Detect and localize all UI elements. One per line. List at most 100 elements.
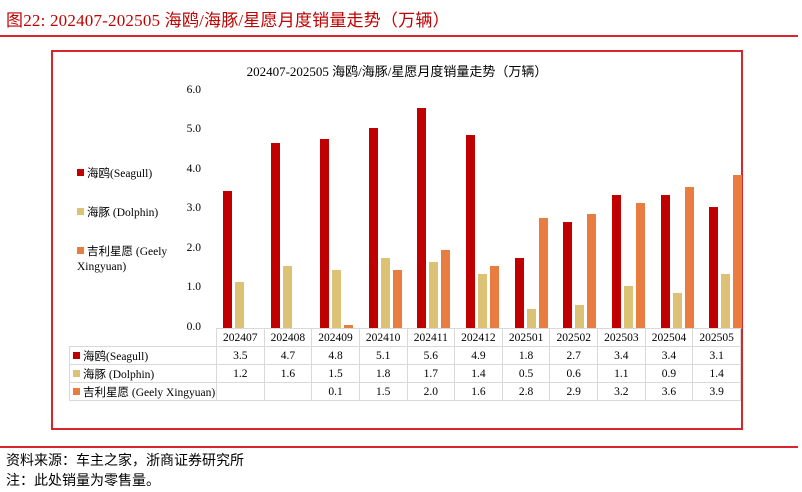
bar-xingyuan	[392, 269, 402, 329]
bar-seagull	[709, 206, 719, 329]
table-cell: 1.1	[597, 364, 646, 383]
table-cell: 1.4	[454, 364, 503, 383]
data-table: 202407 202408 202409 202410 202411 202412 2025…	[69, 328, 741, 401]
legend-item-xingyuan: 吉利星愿 (Geely Xingyuan)	[77, 246, 168, 273]
bottom-rule	[0, 446, 798, 448]
legend-swatch-seagull	[77, 169, 84, 176]
table-cell: 1.6	[454, 382, 503, 401]
table-cell: 1.8	[358, 364, 408, 383]
bar-seagull	[320, 139, 330, 329]
bar-dolphin	[283, 265, 293, 329]
table-cell: 3.1	[692, 346, 741, 365]
table-row-seagull: 海鸥(Seagull) 3.5 4.7 4.8 5.1 5.6 4.9 1.8 2.7 3.4 3.…	[69, 346, 741, 365]
bar-dolphin	[234, 281, 244, 329]
category-label: 202503	[597, 328, 646, 347]
bar-seagull	[514, 257, 524, 329]
table-cell: 3.2	[597, 382, 646, 401]
bar-xingyuan	[344, 325, 354, 329]
swatch-dolphin	[73, 369, 80, 377]
bar-xingyuan	[587, 214, 597, 329]
bar-dolphin	[380, 257, 390, 329]
table-cell: 3.4	[597, 346, 646, 365]
bar-dolphin	[526, 309, 536, 329]
bar-xingyuan	[635, 202, 645, 329]
category-label: 202408	[263, 328, 313, 347]
bar-dolphin	[623, 285, 633, 329]
table-row-dolphin: 海豚 (Dolphin) 1.2 1.6 1.5 1.8 1.7 1.4 0.5 0.6 1.1 0…	[69, 364, 741, 383]
table-cell: 3.4	[644, 346, 694, 365]
table-cell: 2.0	[406, 382, 456, 401]
legend-swatch-dolphin	[77, 208, 84, 215]
chart-frame: 202407-202505 海鸥/海豚/星愿月度销量走势（万辆） 6.0 5.0…	[51, 50, 743, 430]
category-label: 202501	[501, 328, 551, 347]
table-cell: 2.7	[549, 346, 599, 365]
bar-dolphin	[429, 261, 439, 329]
bar-dolphin	[478, 273, 487, 329]
plot-area	[215, 52, 750, 329]
row-label: 海豚 (Dolphin)	[69, 364, 217, 383]
chart-title: 202407-202505 海鸥/海豚/星愿月度销量走势（万辆）	[246, 64, 548, 79]
y-tick: 1.0	[186, 281, 201, 293]
y-tick: 6.0	[186, 84, 201, 96]
bar-seagull	[368, 127, 378, 329]
table-cell: 1.5	[311, 364, 360, 383]
category-label: 202502	[549, 328, 599, 347]
bar-dolphin	[672, 293, 682, 329]
table-cell: 3.5	[215, 346, 265, 365]
table-corner	[69, 328, 217, 347]
top-rule	[0, 35, 798, 37]
table-cell: 2.9	[549, 382, 599, 401]
footnote: 注：此处销量为零售量。	[6, 474, 160, 489]
bar-seagull	[466, 135, 475, 329]
category-label: 202412	[454, 328, 503, 347]
table-cell: 3.6	[644, 382, 694, 401]
bar-seagull	[222, 190, 232, 329]
bar-xingyuan	[684, 186, 694, 329]
table-cell	[215, 382, 265, 401]
y-tick: 3.0	[186, 202, 201, 214]
table-cell: 0.6	[549, 364, 599, 383]
bar-seagull	[417, 107, 427, 329]
bar-xingyuan	[490, 265, 499, 329]
bar-xingyuan	[441, 250, 451, 329]
y-tick: 5.0	[186, 123, 201, 135]
bar-xingyuan	[538, 218, 548, 329]
table-cell: 2.8	[501, 382, 551, 401]
row-label: 吉利星愿 (Geely Xingyuan)	[69, 382, 217, 401]
table-cell: 1.4	[692, 364, 741, 383]
bar-dolphin	[721, 273, 731, 329]
legend-swatch-xingyuan	[77, 247, 84, 254]
table-cell: 1.6	[263, 364, 313, 383]
swatch-seagull	[73, 351, 80, 359]
category-label: 202411	[406, 328, 456, 347]
bar-seagull	[563, 222, 573, 329]
table-row-xingyuan: 吉利星愿 (Geely Xingyuan) 0.1 1.5 2.0 1.6 2.8 2.9 3…	[69, 382, 741, 401]
bar-dolphin	[575, 305, 585, 329]
table-cell: 3.9	[692, 382, 741, 401]
table-cell: 0.5	[501, 364, 551, 383]
category-label: 202410	[358, 328, 408, 347]
table-cell: 1.8	[501, 346, 551, 365]
table-cell: 4.8	[311, 346, 360, 365]
table-cell: 0.1	[311, 382, 360, 401]
figure-title: 图22: 202407-202505 海鸥/海豚/星愿月度销量走势（万辆）	[6, 11, 450, 30]
bar-dolphin	[332, 269, 342, 329]
table-cell: 0.9	[644, 364, 694, 383]
bar-seagull	[271, 143, 281, 329]
swatch-xingyuan	[73, 387, 80, 395]
table-cell: 1.2	[215, 364, 265, 383]
y-tick: 2.0	[186, 242, 201, 254]
category-label: 202505	[692, 328, 741, 347]
bar-xingyuan	[733, 174, 743, 329]
row-label: 海鸥(Seagull)	[69, 346, 217, 365]
category-label: 202504	[644, 328, 694, 347]
table-cell: 1.7	[406, 364, 456, 383]
source-note: 资料来源：车主之家，浙商证券研究所	[6, 454, 244, 469]
table-cell: 4.9	[454, 346, 503, 365]
table-cell: 5.6	[406, 346, 456, 365]
table-cell	[263, 382, 313, 401]
table-cell: 1.5	[358, 382, 408, 401]
table-cell: 4.7	[263, 346, 313, 365]
table-cell: 5.1	[358, 346, 408, 365]
bar-seagull	[611, 194, 621, 329]
